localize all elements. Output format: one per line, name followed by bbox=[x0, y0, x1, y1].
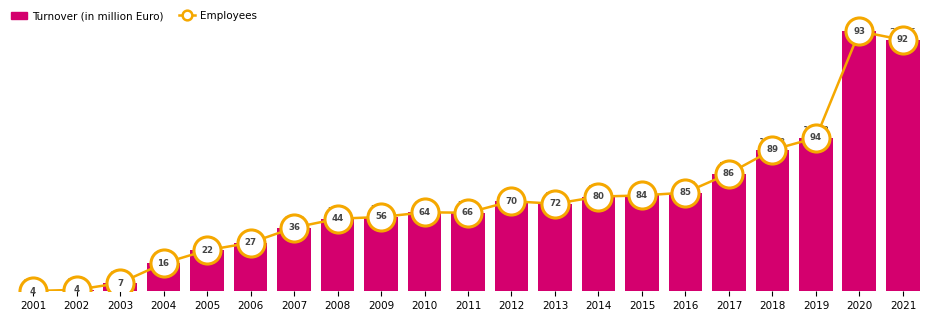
Point bbox=[286, 225, 301, 230]
Bar bbox=[625, 196, 659, 291]
Text: 6.27: 6.27 bbox=[284, 216, 304, 225]
Text: 4: 4 bbox=[30, 287, 37, 295]
Bar bbox=[538, 204, 572, 291]
Text: 7.78: 7.78 bbox=[414, 201, 435, 210]
Bar bbox=[799, 138, 833, 291]
Text: 92: 92 bbox=[897, 35, 909, 45]
Point bbox=[678, 190, 693, 195]
Text: 13.93: 13.93 bbox=[759, 138, 786, 147]
Text: 15.12: 15.12 bbox=[802, 126, 829, 135]
Point bbox=[25, 288, 40, 294]
Point bbox=[199, 248, 214, 253]
Text: 85: 85 bbox=[680, 188, 692, 197]
Bar bbox=[190, 250, 224, 291]
Text: 56: 56 bbox=[375, 212, 387, 221]
Text: 4.78: 4.78 bbox=[240, 231, 261, 240]
Text: 16: 16 bbox=[157, 259, 169, 268]
Text: 24.75: 24.75 bbox=[889, 28, 916, 38]
Point bbox=[591, 194, 606, 199]
Text: 8.62: 8.62 bbox=[545, 192, 565, 201]
Text: 66: 66 bbox=[462, 208, 474, 217]
Text: 22: 22 bbox=[201, 246, 213, 255]
Point bbox=[765, 147, 780, 152]
Bar bbox=[755, 150, 789, 291]
Bar bbox=[277, 228, 311, 291]
Text: 7.15: 7.15 bbox=[327, 207, 348, 216]
Point bbox=[373, 214, 388, 219]
Point bbox=[417, 210, 432, 215]
Bar bbox=[407, 212, 442, 291]
Text: 27: 27 bbox=[244, 238, 256, 247]
Bar bbox=[147, 263, 181, 291]
Text: 9.44: 9.44 bbox=[632, 184, 652, 193]
Bar bbox=[364, 217, 398, 291]
Point bbox=[156, 261, 171, 266]
Bar bbox=[668, 193, 702, 291]
Text: 89: 89 bbox=[767, 145, 779, 154]
Point bbox=[896, 38, 911, 43]
Bar bbox=[494, 201, 529, 291]
Point bbox=[852, 29, 867, 34]
Text: 93: 93 bbox=[854, 27, 866, 36]
Text: 7: 7 bbox=[117, 279, 124, 287]
Text: 9.72: 9.72 bbox=[675, 181, 696, 190]
Bar bbox=[581, 197, 616, 291]
Bar bbox=[320, 219, 355, 291]
Bar bbox=[886, 40, 920, 291]
Point bbox=[112, 280, 127, 286]
Text: 9.33: 9.33 bbox=[588, 185, 609, 194]
Point bbox=[330, 216, 345, 221]
Text: 25.6: 25.6 bbox=[849, 20, 870, 29]
Text: 8.88: 8.88 bbox=[501, 190, 522, 199]
Point bbox=[243, 240, 258, 245]
Text: 2.76: 2.76 bbox=[153, 252, 174, 261]
Text: 11.6: 11.6 bbox=[719, 162, 739, 171]
Bar bbox=[234, 243, 268, 291]
Bar bbox=[712, 174, 746, 291]
Text: 0.03: 0.03 bbox=[22, 280, 44, 288]
Text: 86: 86 bbox=[723, 169, 735, 178]
Point bbox=[69, 287, 84, 292]
Point bbox=[548, 201, 563, 206]
Text: 4.05: 4.05 bbox=[197, 239, 217, 248]
Point bbox=[722, 171, 737, 176]
Point bbox=[504, 199, 519, 204]
Bar bbox=[842, 31, 876, 291]
Text: 70: 70 bbox=[505, 197, 518, 206]
Legend: Turnover (in million Euro), Employees: Turnover (in million Euro), Employees bbox=[7, 7, 261, 25]
Text: 80: 80 bbox=[592, 192, 605, 201]
Bar bbox=[103, 283, 137, 291]
Point bbox=[461, 210, 475, 215]
Text: 44: 44 bbox=[331, 214, 344, 223]
Text: 84: 84 bbox=[636, 191, 648, 200]
Text: 7.32: 7.32 bbox=[371, 205, 391, 214]
Text: 64: 64 bbox=[418, 208, 431, 217]
Text: 0.82: 0.82 bbox=[110, 272, 130, 280]
Text: 4: 4 bbox=[73, 285, 80, 294]
Text: 0.15: 0.15 bbox=[66, 278, 87, 287]
Point bbox=[635, 193, 650, 198]
Bar bbox=[451, 213, 485, 291]
Text: 36: 36 bbox=[288, 223, 300, 232]
Text: 7.74: 7.74 bbox=[458, 201, 478, 210]
Bar bbox=[60, 290, 94, 291]
Point bbox=[809, 135, 824, 140]
Text: 72: 72 bbox=[548, 199, 561, 208]
Text: 94: 94 bbox=[810, 133, 822, 142]
